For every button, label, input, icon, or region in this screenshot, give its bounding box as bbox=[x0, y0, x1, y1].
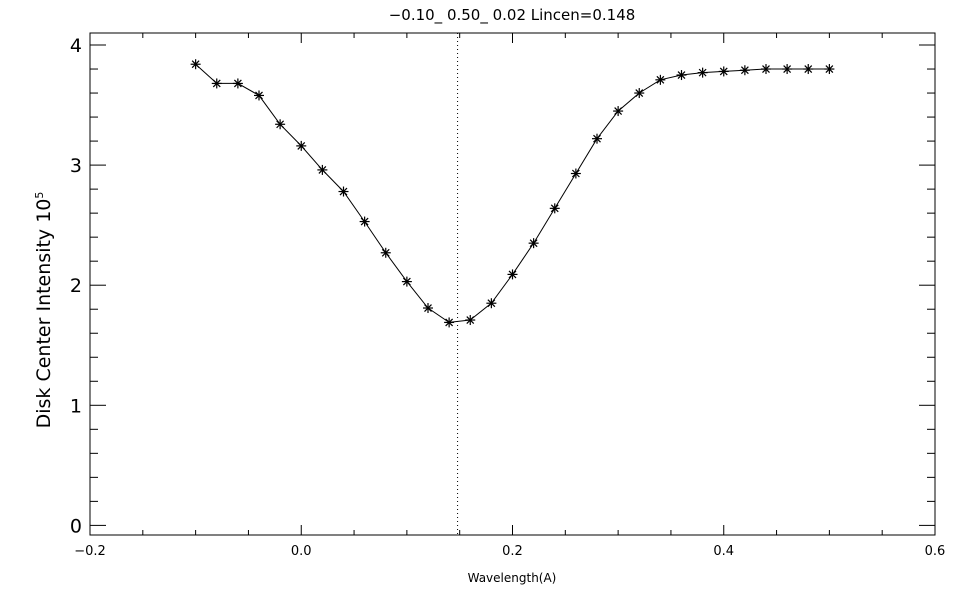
x-tick-label: 0.6 bbox=[925, 544, 946, 559]
y-axis-label: Disk Center Intensity 105 bbox=[33, 192, 55, 429]
axis-ticks bbox=[89, 33, 936, 535]
y-axis-label-text: Disk Center Intensity 10 bbox=[33, 199, 55, 429]
x-tick-label: 0.0 bbox=[291, 544, 312, 559]
data-point bbox=[232, 78, 243, 89]
data-point bbox=[634, 88, 645, 99]
y-tick-label: 4 bbox=[70, 35, 82, 57]
data-point bbox=[380, 247, 391, 258]
data-point bbox=[782, 64, 793, 75]
data-point bbox=[338, 186, 349, 197]
data-point bbox=[570, 168, 581, 179]
y-axis-label-exponent: 5 bbox=[33, 192, 46, 199]
data-point bbox=[718, 66, 729, 77]
data-point bbox=[549, 203, 560, 214]
data-point bbox=[739, 65, 750, 76]
data-point bbox=[401, 276, 412, 287]
data-point bbox=[761, 64, 771, 75]
data-point bbox=[528, 238, 539, 249]
data-point bbox=[697, 67, 708, 78]
data-point bbox=[676, 70, 687, 81]
data-point bbox=[444, 317, 455, 328]
data-point bbox=[465, 315, 476, 326]
data-point bbox=[254, 90, 264, 101]
x-tick-label: 0.2 bbox=[502, 544, 523, 559]
series-markers bbox=[190, 59, 835, 328]
y-tick-label: 2 bbox=[70, 275, 82, 297]
data-point bbox=[613, 106, 624, 117]
data-point bbox=[592, 133, 602, 144]
x-tick-label: −0.2 bbox=[74, 544, 106, 559]
data-point bbox=[190, 59, 201, 70]
y-tick-label: 3 bbox=[70, 155, 82, 177]
data-point bbox=[655, 74, 666, 85]
x-tick-label: 0.4 bbox=[713, 544, 734, 559]
y-tick-labels: 0 1 2 3 4 bbox=[70, 35, 82, 537]
data-point bbox=[507, 269, 518, 280]
data-point bbox=[275, 119, 286, 130]
x-axis-label: Wavelength(A) bbox=[468, 571, 557, 585]
plot-frame bbox=[89, 32, 936, 536]
y-tick-label: 0 bbox=[70, 515, 82, 537]
chart-title: −0.10_ 0.50_ 0.02 Lincen=0.148 bbox=[389, 6, 636, 25]
data-point bbox=[824, 64, 835, 75]
series-line bbox=[195, 63, 830, 323]
x-tick-labels: −0.2 0.0 0.2 0.4 0.6 bbox=[74, 544, 945, 559]
data-point bbox=[486, 298, 497, 309]
data-point bbox=[317, 164, 328, 175]
data-point bbox=[803, 64, 814, 75]
y-tick-label: 1 bbox=[70, 395, 82, 417]
data-point bbox=[359, 216, 370, 227]
data-point bbox=[211, 78, 222, 89]
data-point bbox=[296, 140, 307, 151]
data-point bbox=[423, 303, 433, 314]
